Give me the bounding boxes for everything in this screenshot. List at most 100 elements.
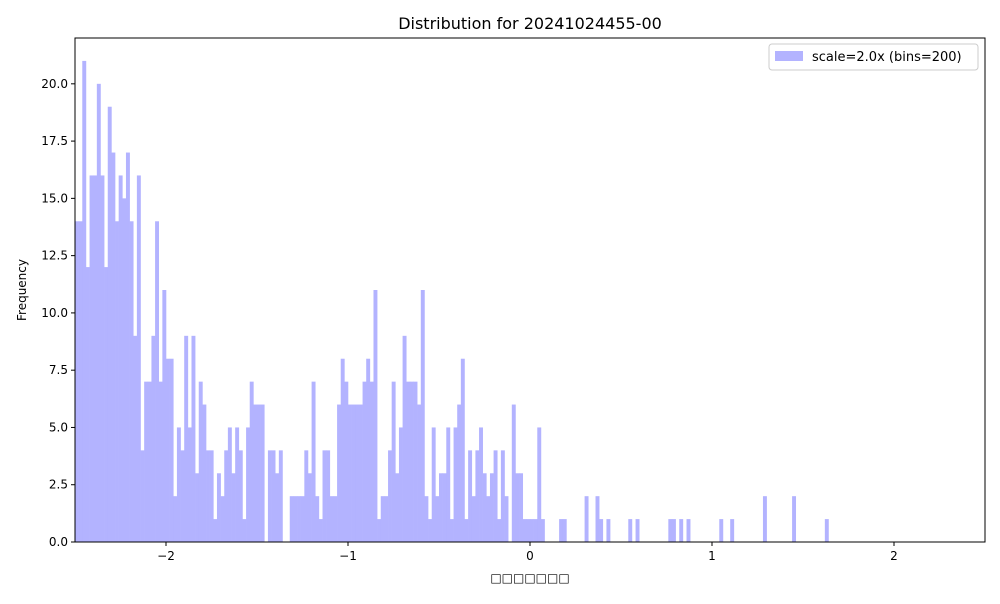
histogram-bar xyxy=(93,175,98,542)
histogram-bar xyxy=(395,473,400,542)
histogram-bar xyxy=(307,473,312,542)
histogram-bar xyxy=(584,496,589,542)
histogram-bar xyxy=(522,519,527,542)
histogram-bar xyxy=(366,358,371,542)
histogram-bar xyxy=(333,496,338,542)
histogram-bar xyxy=(511,404,516,542)
histogram-bar xyxy=(224,450,229,542)
histogram-bar xyxy=(384,496,389,542)
histogram-bar xyxy=(526,519,531,542)
histogram-bar xyxy=(82,60,87,542)
histogram-bar xyxy=(184,335,189,542)
histogram-bar xyxy=(398,427,403,542)
histogram-bar xyxy=(424,496,429,542)
histogram-bar xyxy=(358,404,363,542)
histogram-bar xyxy=(249,381,254,542)
histogram-bar xyxy=(792,496,797,542)
histogram-bar xyxy=(151,335,156,542)
histogram-bar xyxy=(762,496,767,542)
histogram-bar xyxy=(348,404,352,542)
histogram-bar xyxy=(435,496,440,542)
histogram-bar xyxy=(719,519,724,542)
y-tick-label: 15.0 xyxy=(41,191,68,205)
histogram-bar xyxy=(413,381,418,542)
histogram-bar xyxy=(206,450,210,542)
histogram-bar xyxy=(599,519,604,542)
histogram-bar xyxy=(242,519,247,542)
histogram-bar xyxy=(231,473,236,542)
histogram-bar xyxy=(293,496,298,542)
histogram-bar xyxy=(373,290,378,542)
histogram-bar xyxy=(428,519,433,542)
histogram-bar xyxy=(326,450,331,542)
histogram-bar xyxy=(329,496,334,542)
histogram-bar xyxy=(388,450,392,542)
y-tick-label: 10.0 xyxy=(41,306,68,320)
histogram-bar xyxy=(162,290,167,542)
histogram-bar xyxy=(144,381,149,542)
x-axis-label: □□□□□□□ xyxy=(490,571,569,585)
y-tick-label: 20.0 xyxy=(41,77,68,91)
histogram-bar xyxy=(391,381,396,542)
histogram-bar xyxy=(202,404,207,542)
histogram-bar xyxy=(227,427,232,542)
histogram-bar xyxy=(355,404,360,542)
histogram-bar xyxy=(730,519,735,542)
histogram-bar xyxy=(216,473,221,542)
histogram-bar xyxy=(187,427,192,542)
histogram-bar xyxy=(595,496,600,542)
histogram-bar xyxy=(540,519,545,542)
legend-label: scale=2.0x (bins=200) xyxy=(812,50,962,65)
histogram-bar xyxy=(515,473,520,542)
y-tick-label: 7.5 xyxy=(49,363,68,377)
histogram-bar xyxy=(155,221,160,542)
histogram-bar xyxy=(176,427,181,542)
histogram-bar xyxy=(213,519,218,542)
histogram-bar xyxy=(635,519,640,542)
y-tick-label: 12.5 xyxy=(41,249,68,263)
histogram-bar xyxy=(89,175,94,542)
histogram-bar xyxy=(489,473,494,542)
histogram-bar xyxy=(271,450,276,542)
histogram-bar xyxy=(318,519,323,542)
histogram-bar xyxy=(238,450,243,542)
legend-swatch xyxy=(775,51,803,61)
x-tick-label: 0 xyxy=(526,549,534,563)
histogram-bar xyxy=(344,381,349,542)
histogram-bar xyxy=(340,358,345,542)
histogram-bar xyxy=(246,427,251,542)
bars-group xyxy=(75,60,829,543)
histogram-bar xyxy=(278,450,283,542)
histogram-bar xyxy=(431,427,436,542)
histogram-bar xyxy=(628,519,633,542)
histogram-bar xyxy=(78,221,83,542)
histogram-bar xyxy=(446,427,451,542)
x-tick-label: −2 xyxy=(157,549,175,563)
histogram-bar xyxy=(562,519,567,542)
histogram-bar xyxy=(486,496,491,542)
histogram-bar xyxy=(468,450,473,542)
x-axis-ticks: −2 −1 0 1 2 xyxy=(157,542,898,563)
histogram-bar xyxy=(136,175,141,542)
histogram-bar xyxy=(300,496,305,542)
histogram-bar xyxy=(195,473,200,542)
histogram-bar xyxy=(166,358,170,542)
histogram-bar xyxy=(122,198,127,543)
histogram-bar xyxy=(442,473,447,542)
legend-frame xyxy=(768,43,979,71)
histogram-bar xyxy=(173,496,178,542)
histogram-bar xyxy=(500,450,505,542)
histogram-bar xyxy=(209,450,214,542)
histogram-bar xyxy=(85,267,90,542)
histogram-bar xyxy=(96,83,101,542)
histogram-bar xyxy=(311,381,316,542)
chart-title: Distribution for 20241024455-00 xyxy=(398,14,662,33)
y-axis-label: Frequency xyxy=(15,259,29,321)
histogram-bar xyxy=(479,427,483,542)
histogram-bar xyxy=(275,473,280,542)
histogram-bar xyxy=(406,381,411,542)
histogram-bar xyxy=(377,519,382,542)
histogram-bar xyxy=(464,519,469,542)
histogram-bar xyxy=(457,404,462,542)
histogram-bar xyxy=(504,496,509,542)
